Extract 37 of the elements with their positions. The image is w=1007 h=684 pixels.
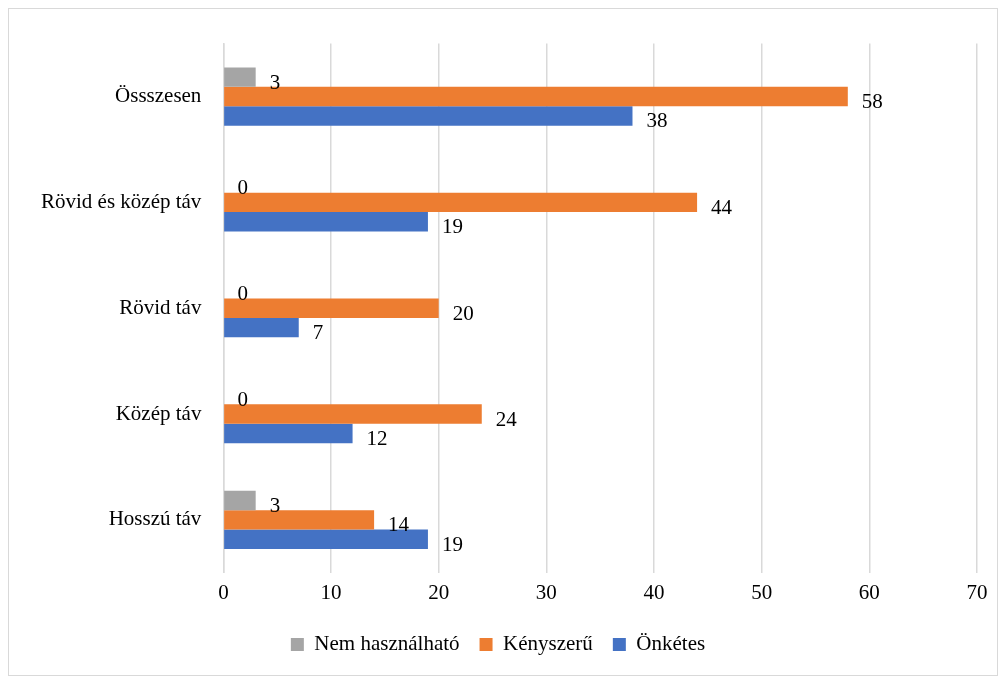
data-label: 20	[452, 300, 474, 325]
y-tick-label: Közép táv	[115, 400, 202, 425]
data-label: 12	[366, 425, 388, 450]
data-label: 24	[495, 406, 518, 431]
y-tick-label: Össszesen	[115, 83, 202, 108]
bar	[224, 510, 375, 530]
bar	[224, 317, 299, 338]
data-label: 7	[312, 320, 324, 345]
y-tick-label: Rövid és közép táv	[40, 188, 202, 213]
bar	[224, 404, 482, 424]
x-tick-label: 70	[966, 579, 988, 604]
data-label: 19	[441, 214, 463, 239]
x-tick-label: 50	[751, 579, 773, 604]
bar	[224, 529, 428, 549]
data-label: 58	[861, 89, 883, 114]
legend-label: Kényszerű	[503, 631, 594, 656]
data-label: 19	[441, 531, 463, 556]
data-label: 0	[237, 281, 248, 306]
x-tick-label: 40	[643, 579, 665, 604]
bar	[224, 298, 439, 318]
bar	[224, 192, 698, 213]
bar	[224, 67, 256, 87]
legend-label: Nem használható	[314, 631, 460, 656]
data-label: 44	[711, 194, 733, 219]
data-label: 38	[646, 108, 668, 133]
bar	[224, 490, 256, 511]
x-tick-label: 30	[535, 579, 557, 604]
legend-label: Önkétes	[636, 631, 706, 656]
bar	[224, 423, 353, 444]
x-tick-label: 20	[428, 579, 450, 604]
x-tick-label: 0	[218, 579, 229, 604]
y-tick-label: Hosszú táv	[108, 506, 202, 531]
x-tick-label: 60	[858, 579, 880, 604]
x-tick-label: 10	[320, 579, 342, 604]
y-tick-label: Rövid táv	[119, 294, 202, 319]
bar	[224, 106, 633, 126]
bar	[224, 212, 428, 232]
